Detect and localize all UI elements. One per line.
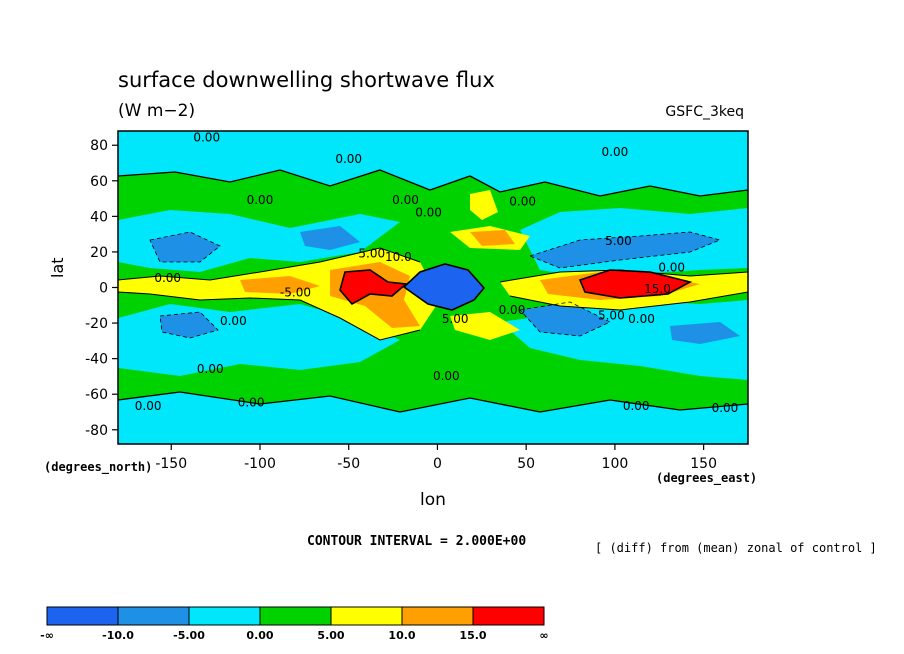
orange-region-west bbox=[240, 276, 320, 294]
x-axis-label: lon bbox=[420, 490, 446, 510]
yellow-region-subtropics-south bbox=[450, 312, 520, 340]
colorbar-label: 15.0 bbox=[459, 629, 486, 642]
contour-label: 0.00 bbox=[154, 271, 181, 285]
colorbar-label: 0.00 bbox=[246, 629, 273, 642]
y-tick-label: 60 bbox=[90, 174, 108, 190]
colorbar-swatch bbox=[117, 606, 190, 626]
source-label: GSFC_3keq bbox=[665, 104, 744, 120]
colorbar-swatch bbox=[330, 606, 403, 626]
x-axis-ticks: -150 -100 -50 0 50 100 150 bbox=[155, 444, 717, 472]
contour-label: 0.00 bbox=[509, 195, 536, 209]
y-units-note: (degrees_north) bbox=[44, 460, 153, 474]
contour-label: 0.00 bbox=[392, 193, 419, 207]
blue-region-nh-pacific bbox=[150, 232, 220, 262]
contour-label: 0.00 bbox=[135, 399, 162, 413]
colorbar-swatch bbox=[259, 606, 332, 626]
colorbar-label: 5.00 bbox=[317, 629, 344, 642]
x-tick-label: 0 bbox=[433, 456, 442, 472]
blue-region-nh-atlantic bbox=[300, 226, 360, 250]
contour-line-dashed bbox=[519, 301, 611, 337]
deep-blue-region-africa bbox=[404, 264, 484, 310]
colorbar-label: 10.0 bbox=[388, 629, 415, 642]
chart-title: surface downwelling shortwave flux bbox=[118, 68, 495, 92]
x-tick-label: 100 bbox=[602, 456, 629, 472]
x-tick-label: 150 bbox=[690, 456, 717, 472]
colorbar-label: -∞ bbox=[40, 629, 54, 642]
contour-label: 0.00 bbox=[415, 205, 442, 219]
contour-label: 0.00 bbox=[658, 260, 685, 274]
contour-line bbox=[339, 269, 408, 306]
x-tick-label: -150 bbox=[155, 456, 187, 472]
blue-region-sh-far-east bbox=[670, 322, 740, 344]
y-tick-label: -80 bbox=[85, 423, 108, 439]
contour-interval-label: CONTOUR INTERVAL = 2.000E+00 bbox=[307, 534, 527, 549]
contour-line-dashed bbox=[528, 231, 722, 269]
contour-label: -5.00 bbox=[280, 285, 311, 299]
colorbar-swatch bbox=[188, 606, 261, 626]
contour-label: 5.00 bbox=[358, 246, 385, 260]
colorbar-label: -10.0 bbox=[102, 629, 134, 642]
y-tick-label: 80 bbox=[90, 138, 108, 154]
contour-label: 0.00 bbox=[499, 303, 526, 317]
colorbar: -∞ -10.0 -5.00 0.00 5.00 10.0 15.0 ∞ bbox=[40, 606, 549, 642]
contour-line bbox=[402, 263, 486, 311]
red-region-east bbox=[580, 270, 690, 298]
contour-label: 10.0 bbox=[385, 250, 412, 264]
contour-label: 15.0 bbox=[644, 282, 671, 296]
contour-line bbox=[578, 269, 693, 299]
contour-line bbox=[118, 247, 421, 281]
y-axis-ticks: 80 60 40 20 0 -20 -40 -60 -80 bbox=[85, 138, 118, 439]
colorbar-swatch bbox=[46, 606, 119, 626]
units-label: (W m−2) bbox=[118, 101, 196, 121]
x-units-note: (degrees_east) bbox=[656, 471, 758, 485]
contour-line bbox=[509, 291, 748, 311]
contour-label: 0.00 bbox=[628, 312, 655, 326]
contour-label: 0.00 bbox=[193, 131, 220, 145]
y-tick-label: -60 bbox=[85, 387, 108, 403]
contour-label: 0.00 bbox=[433, 369, 460, 383]
contour-fields bbox=[118, 131, 748, 444]
contour-label: 5.00 bbox=[598, 309, 625, 323]
contour-label: 0.00 bbox=[197, 362, 224, 376]
cyan-region-arctic bbox=[118, 131, 748, 196]
colorbar-label: -5.00 bbox=[173, 629, 205, 642]
y-tick-label: 40 bbox=[90, 209, 108, 225]
colorbar-swatch bbox=[472, 606, 545, 626]
y-tick-label: -40 bbox=[85, 352, 108, 368]
contour-label: 0.00 bbox=[623, 399, 650, 413]
cyan-region-antarctic bbox=[118, 392, 748, 444]
contour-line bbox=[118, 169, 748, 197]
x-tick-label: -50 bbox=[337, 456, 360, 472]
contour-line bbox=[118, 291, 421, 341]
diff-note: [ (diff) from (mean) zonal of control ] bbox=[595, 541, 877, 555]
colorbar-label: ∞ bbox=[539, 629, 548, 642]
contour-line-dashed bbox=[149, 231, 221, 263]
contour-label: 5.00 bbox=[605, 234, 632, 248]
y-tick-label: 0 bbox=[99, 281, 108, 297]
orange-region-nh-subtropics bbox=[470, 230, 515, 246]
contour-label: 0.00 bbox=[238, 396, 265, 410]
blue-region-sh-east bbox=[520, 302, 610, 336]
contour-label-layer: 0.000.000.000.00 0.000.000.005.00 10.05.00… bbox=[135, 131, 738, 415]
y-tick-label: -20 bbox=[85, 316, 108, 332]
yellow-region-nh-patch bbox=[470, 190, 498, 220]
contour-label: 0.00 bbox=[247, 193, 274, 207]
contour-label: 0.00 bbox=[712, 401, 739, 415]
contour-label: 0.00 bbox=[335, 152, 362, 166]
contour-label: 0.00 bbox=[602, 145, 629, 159]
contour-line-dashed bbox=[159, 311, 219, 339]
blue-region-sh-west bbox=[160, 312, 218, 338]
contour-lines bbox=[118, 169, 748, 413]
contour-line bbox=[118, 391, 748, 413]
x-tick-label: 50 bbox=[517, 456, 535, 472]
contour-label: 0.00 bbox=[220, 314, 247, 328]
contour-label: 5.00 bbox=[442, 312, 469, 326]
x-tick-label: -100 bbox=[244, 456, 276, 472]
y-tick-label: 20 bbox=[90, 245, 108, 261]
colorbar-swatch bbox=[401, 606, 474, 626]
